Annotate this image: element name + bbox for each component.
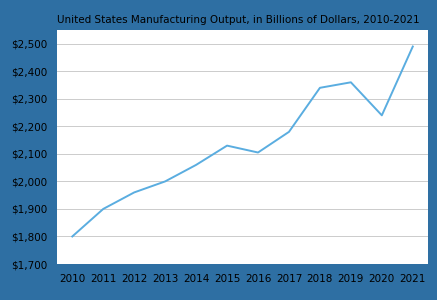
Text: United States Manufacturing Output, in Billions of Dollars, 2010-2021: United States Manufacturing Output, in B… xyxy=(57,15,420,25)
